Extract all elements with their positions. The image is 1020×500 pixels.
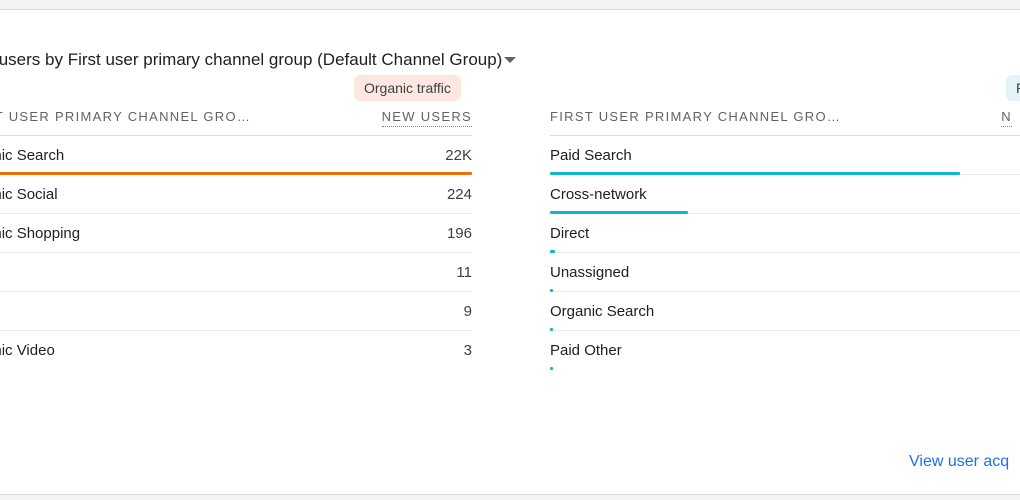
organic-traffic-chip: Organic traffic	[354, 75, 461, 101]
dimension-header[interactable]: FIRST USER PRIMARY CHANNEL GRO…	[550, 109, 842, 124]
table-row[interactable]: Paid Search	[550, 136, 1020, 175]
share-bar	[550, 172, 960, 175]
channel-label: Organic Shopping	[0, 225, 81, 242]
table-row[interactable]: Cross-network	[550, 175, 1020, 214]
dimension-header[interactable]: FIRST USER PRIMARY CHANNEL GRO…	[0, 109, 252, 124]
table-row[interactable]: Organic Shopping 196	[0, 214, 472, 253]
view-user-acquisition-link[interactable]: View user acq	[909, 453, 1010, 470]
channel-label: Organic Social	[0, 186, 58, 203]
card-title-text: New users by First user primary channel …	[0, 50, 503, 69]
paid-channel-table: FIRST USER PRIMARY CHANNEL GRO… N Paid S…	[550, 103, 1020, 370]
table-row[interactable]: Organic Search 22K	[0, 136, 472, 175]
channel-label: Organic Search	[550, 303, 655, 320]
new-users-header[interactable]: NEW USERS	[381, 109, 472, 127]
new-users-value: 224	[446, 186, 472, 203]
table-row[interactable]: SMS9	[0, 292, 472, 331]
table-row[interactable]: Direct	[550, 214, 1020, 253]
new-users-value: 3	[463, 342, 472, 359]
channel-label: Organic Video	[0, 342, 55, 359]
table-body: Organic Search22KOrganic Social224Organi…	[0, 136, 472, 369]
table-row[interactable]: Paid Other	[550, 331, 1020, 370]
table-row[interactable]: Email11	[0, 253, 472, 292]
new-users-value: 22K	[445, 147, 472, 164]
table-row[interactable]: Organic Video 3	[0, 331, 472, 369]
share-bar	[0, 172, 472, 175]
table-row[interactable]: Organic Social 224	[0, 175, 472, 214]
card-title-dropdown[interactable]: New users by First user primary channel …	[0, 48, 517, 72]
organic-channel-table: FIRST USER PRIMARY CHANNEL GRO… NEW USER…	[0, 103, 472, 369]
table-row[interactable]: Unassigned	[550, 253, 1020, 292]
table-header: FIRST USER PRIMARY CHANNEL GRO… N	[550, 103, 1020, 136]
new-users-value: 9	[463, 303, 472, 320]
channel-label: Paid Search	[550, 147, 632, 164]
new-users-value: 196	[446, 225, 472, 242]
share-bar	[550, 367, 553, 370]
paid-traffic-chip: P	[1006, 75, 1020, 101]
new-users-header[interactable]: N	[1001, 109, 1012, 127]
share-bar	[550, 289, 553, 292]
share-bar	[550, 328, 553, 331]
channel-label: Organic Search	[0, 147, 65, 164]
table-row[interactable]: Organic Search	[550, 292, 1020, 331]
channel-label: Paid Other	[550, 342, 622, 359]
new-users-value: 11	[456, 264, 472, 281]
table-header: FIRST USER PRIMARY CHANNEL GRO… NEW USER…	[0, 103, 472, 136]
channel-label: Cross-network	[550, 186, 647, 203]
channel-label: Unassigned	[550, 264, 630, 281]
share-bar	[550, 250, 555, 253]
share-bar	[550, 211, 688, 214]
table-body: Paid Search Cross-network Direct Unassigned…	[550, 136, 1020, 370]
channel-label: Direct	[550, 225, 590, 242]
dropdown-caret-icon[interactable]	[504, 56, 517, 63]
